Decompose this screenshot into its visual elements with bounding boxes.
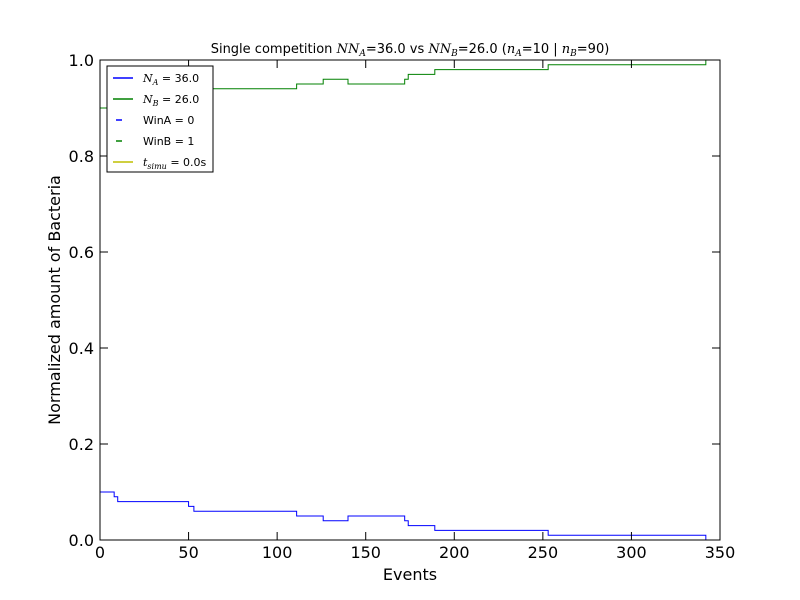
x-tick-label: 250 (528, 543, 559, 562)
chart-title: Single competition NNA=36.0 vs NNB=26.0 … (211, 42, 610, 59)
ticks-group: 0 50 100 150 200 250 300 350 0.0 0.2 0.4 0.6 0.8 1.0 (69, 51, 736, 562)
x-tick-label: 300 (616, 543, 647, 562)
title-nb-sub: B (569, 49, 577, 59)
legend-label: tsimu = 0.0s (143, 156, 207, 171)
y-tick-label: 0.0 (69, 531, 94, 550)
title-nna-sub: A (358, 49, 366, 59)
title-nna-value: =36.0 vs (366, 42, 429, 57)
x-tick-label: 150 (350, 543, 381, 562)
legend-label: WinA = 0 (143, 114, 194, 127)
x-tick-label: 100 (262, 543, 293, 562)
legend-label: WinB = 1 (143, 135, 194, 148)
title-na-value: =10 | (522, 42, 562, 57)
series-line-na (100, 491, 708, 541)
title-na-math: n (507, 42, 515, 57)
plot-frame (99, 59, 721, 541)
x-tick-label: 350 (705, 543, 736, 562)
title-nna-math: NN (336, 42, 360, 57)
legend-label: NB = 26.0 (142, 93, 199, 108)
title-nb-value: =90) (577, 42, 610, 57)
y-tick-label: 0.6 (69, 243, 94, 262)
legend-label: NA = 36.0 (142, 72, 199, 87)
title-prefix: Single competition (211, 42, 337, 57)
x-tick-label: 50 (178, 543, 198, 562)
legend: NA = 36.0 NB = 26.0 WinA = 0 WinB = 1 tsimu … (106, 65, 214, 173)
title-nnb-sub: B (450, 49, 458, 59)
x-tick-label: 200 (439, 543, 470, 562)
title-nb-math: n (562, 42, 570, 57)
title-na-sub: A (514, 49, 522, 59)
y-tick-label: 0.8 (69, 147, 94, 166)
y-tick-label: 0.2 (69, 435, 94, 454)
legend-box (106, 65, 214, 173)
y-axis-label: Normalized amount of Bacteria (45, 175, 64, 425)
title-nnb-value: =26.0 ( (458, 42, 507, 57)
x-axis-label: Events (383, 565, 437, 584)
y-tick-label: 1.0 (69, 51, 94, 70)
y-tick-label: 0.4 (69, 339, 94, 358)
title-nnb-math: NN (427, 42, 451, 57)
x-tick-label: 0 (95, 543, 105, 562)
